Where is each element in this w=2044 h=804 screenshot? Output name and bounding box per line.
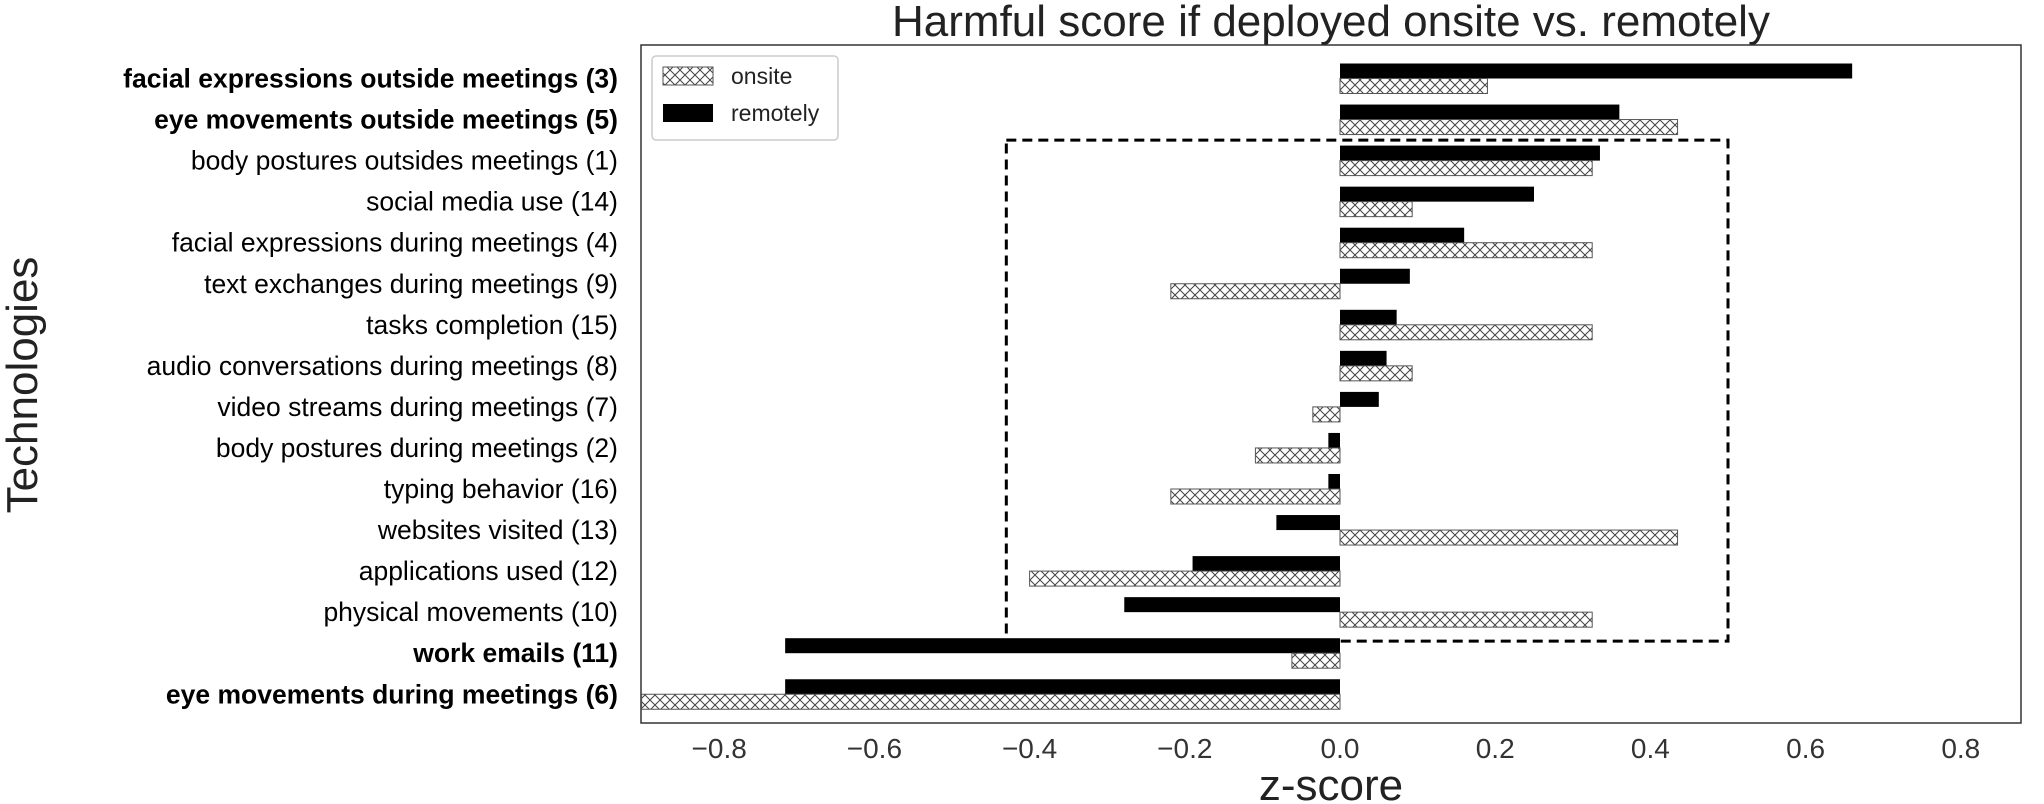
- category-label: physical movements (10): [323, 597, 618, 627]
- bar-onsite: [1254, 447, 1341, 464]
- category-label: websites visited (13): [377, 515, 618, 545]
- annotation-group: [1004, 138, 1730, 643]
- bar-onsite: [1170, 283, 1341, 300]
- plot-area: [640, 44, 2022, 724]
- bar-remotely: [1340, 186, 1534, 202]
- category-label: typing behavior (16): [384, 474, 618, 504]
- category-label: facial expressions during meetings (4): [172, 228, 618, 258]
- bar-remotely: [1192, 556, 1340, 572]
- category-label: body postures outsides meetings (1): [191, 146, 618, 176]
- category-label: work emails (11): [412, 638, 618, 668]
- bar-onsite: [1339, 529, 1679, 546]
- category-label: social media use (14): [366, 187, 618, 217]
- category-label: applications used (12): [359, 556, 618, 586]
- bar-remotely: [1340, 63, 1853, 79]
- annotation-dashed-box: [1004, 138, 1730, 643]
- bar-onsite: [1339, 78, 1488, 94]
- x-tick-label: 0.4: [1631, 733, 1670, 764]
- bar-onsite: [641, 693, 1341, 710]
- bar-onsite: [1339, 611, 1593, 628]
- bar-onsite: [1339, 242, 1593, 259]
- bar-onsite: [1339, 160, 1593, 177]
- x-tick-label: −0.4: [1002, 733, 1057, 764]
- x-tick-label: −0.6: [847, 733, 902, 764]
- bar-remotely: [1340, 309, 1397, 325]
- bar-onsite: [1170, 488, 1341, 505]
- bar-remotely: [1340, 391, 1379, 407]
- chart-title: Harmful score if deployed onsite vs. rem…: [892, 0, 1770, 46]
- bar-remotely: [1340, 145, 1600, 161]
- bar-remotely: [1328, 474, 1340, 489]
- bar-remotely: [785, 679, 1340, 695]
- bar-remotely: [1340, 350, 1387, 366]
- bar-remotely: [1340, 227, 1465, 243]
- bar-remotely: [1124, 597, 1340, 613]
- bar-onsite: [1312, 406, 1341, 423]
- bar-remotely: [1328, 432, 1340, 448]
- category-label: eye movements during meetings (6): [166, 679, 618, 709]
- legend-swatch-onsite: [662, 66, 714, 86]
- bar-onsite: [1339, 324, 1593, 341]
- x-tick-label: 0.2: [1476, 733, 1515, 764]
- x-tick-label: 0.8: [1941, 733, 1980, 764]
- x-tick-label: −0.8: [692, 733, 747, 764]
- category-label: text exchanges during meetings (9): [204, 269, 618, 299]
- legend-swatch-remotely: [663, 104, 713, 122]
- x-tick-label: 0.0: [1321, 733, 1360, 764]
- category-labels: facial expressions outside meetings (3) e…: [123, 64, 618, 710]
- category-label: eye movements outside meetings (5): [154, 105, 618, 135]
- x-axis-title: z-score: [1259, 761, 1403, 804]
- legend-label-remotely: remotely: [731, 100, 820, 126]
- legend-label-onsite: onsite: [731, 63, 792, 89]
- bar-remotely: [1340, 268, 1410, 284]
- y-axis-title: Technologies: [0, 257, 47, 514]
- x-tick-label: 0.6: [1786, 733, 1825, 764]
- bar-onsite: [1339, 119, 1679, 136]
- category-label: tasks completion (15): [366, 310, 618, 340]
- bar-remotely: [1276, 515, 1340, 531]
- bar-onsite: [1291, 652, 1341, 669]
- bars-group: [641, 63, 1853, 710]
- bar-onsite: [1339, 201, 1413, 218]
- category-label: facial expressions outside meetings (3): [123, 64, 618, 94]
- x-tick-labels: −0.8 −0.6 −0.4 −0.2 0.0 0.2 0.4 0.6 0.8: [692, 733, 1981, 764]
- bar-onsite: [1029, 570, 1341, 587]
- category-label: video streams during meetings (7): [217, 392, 618, 422]
- x-tick-label: −0.2: [1157, 733, 1212, 764]
- bar-remotely: [1340, 104, 1620, 120]
- bar-onsite: [1339, 365, 1413, 382]
- category-label: body postures during meetings (2): [216, 433, 618, 463]
- category-label: audio conversations during meetings (8): [147, 351, 618, 381]
- legend: onsite remotely: [651, 55, 839, 141]
